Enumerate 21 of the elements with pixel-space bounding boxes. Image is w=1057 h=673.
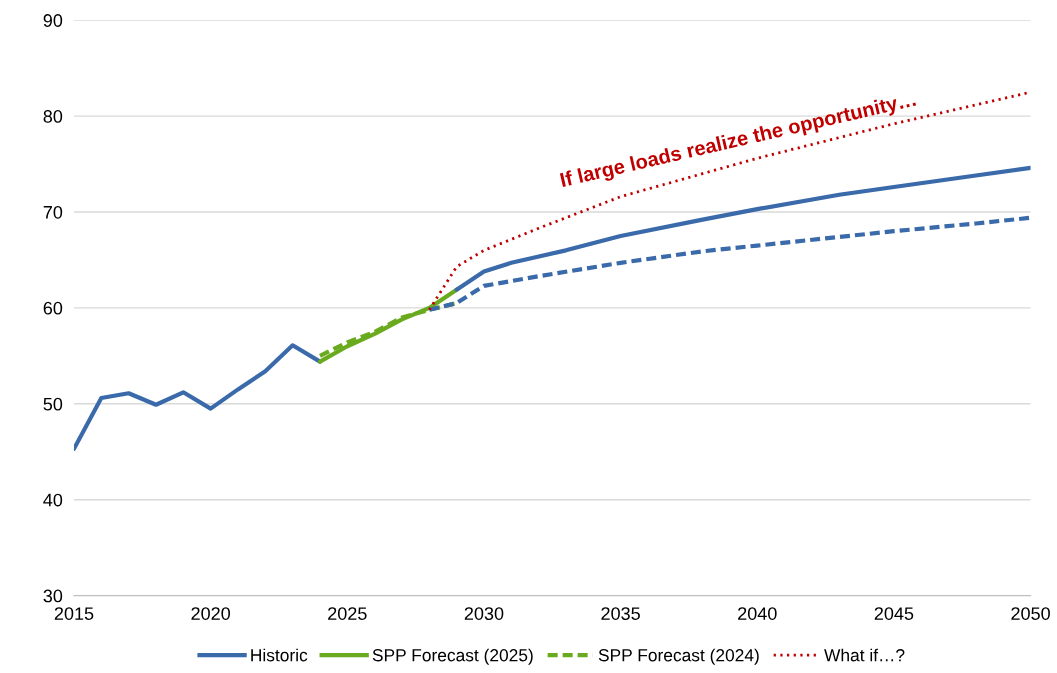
legend-label: What if…? [824,648,905,662]
y-tick-label: 50 [43,397,63,411]
y-tick-label: 60 [43,301,63,315]
x-tick-label: 2035 [601,607,640,620]
x-tick-label: 2025 [328,607,367,620]
line-series [427,215,1031,312]
legend-label: Historic [251,648,308,662]
y-tick-label: 30 [43,589,63,603]
y-tick-label: 40 [43,493,63,507]
x-tick-label: 2020 [191,607,231,620]
legend-label: SPP Forecast (2024) [598,648,759,665]
y-tick-label: 90 [43,14,63,27]
x-tick-label: 2040 [738,607,777,620]
legend-label: SPP Forecast (2025) [372,648,533,665]
line-series [317,287,459,364]
x-tick-label: 2045 [874,607,914,620]
y-tick-label: 70 [43,205,63,219]
x-tick-label: 2050 [1011,607,1050,620]
y-tick-label: 80 [43,110,63,123]
x-tick-label: 2030 [464,607,504,620]
x-tick-label: 2015 [54,607,94,620]
